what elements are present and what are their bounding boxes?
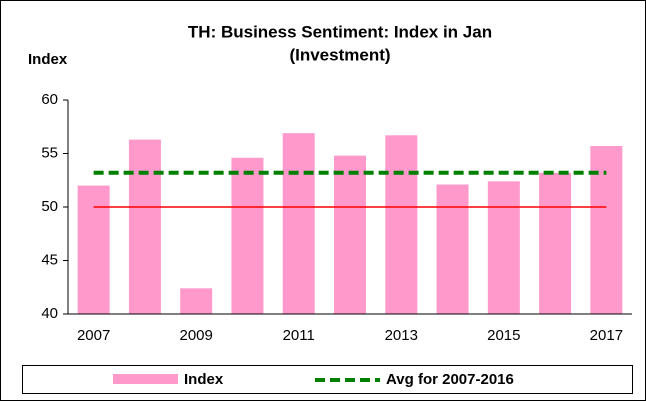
legend-label: Avg for 2007-2016: [386, 371, 514, 388]
bar: [487, 181, 520, 314]
chart-title: TH: Business Sentiment: Index in Jan: [188, 22, 492, 41]
bar: [128, 139, 161, 314]
x-tick-label: 2013: [385, 327, 418, 344]
y-axis-label: Index: [28, 51, 68, 68]
bar: [436, 184, 469, 314]
bar: [385, 135, 418, 314]
x-tick-label: 2009: [179, 327, 212, 344]
legend-label: Index: [184, 371, 224, 388]
y-tick-label: 40: [41, 305, 58, 322]
bar: [539, 172, 572, 314]
x-tick-label: 2015: [487, 327, 520, 344]
y-tick-label: 50: [41, 198, 58, 215]
bar: [77, 185, 110, 314]
bar: [282, 133, 315, 314]
x-tick-label: 2007: [77, 327, 110, 344]
y-tick-label: 55: [41, 144, 58, 161]
x-tick-label: 2017: [590, 327, 623, 344]
legend-swatch: [113, 374, 178, 384]
bar: [231, 157, 264, 314]
y-tick-label: 60: [41, 91, 58, 108]
chart-subtitle: (Investment): [289, 45, 390, 64]
y-tick-label: 45: [41, 251, 58, 268]
bar: [334, 155, 366, 314]
x-tick-label: 2011: [283, 327, 315, 344]
bar: [180, 288, 213, 314]
